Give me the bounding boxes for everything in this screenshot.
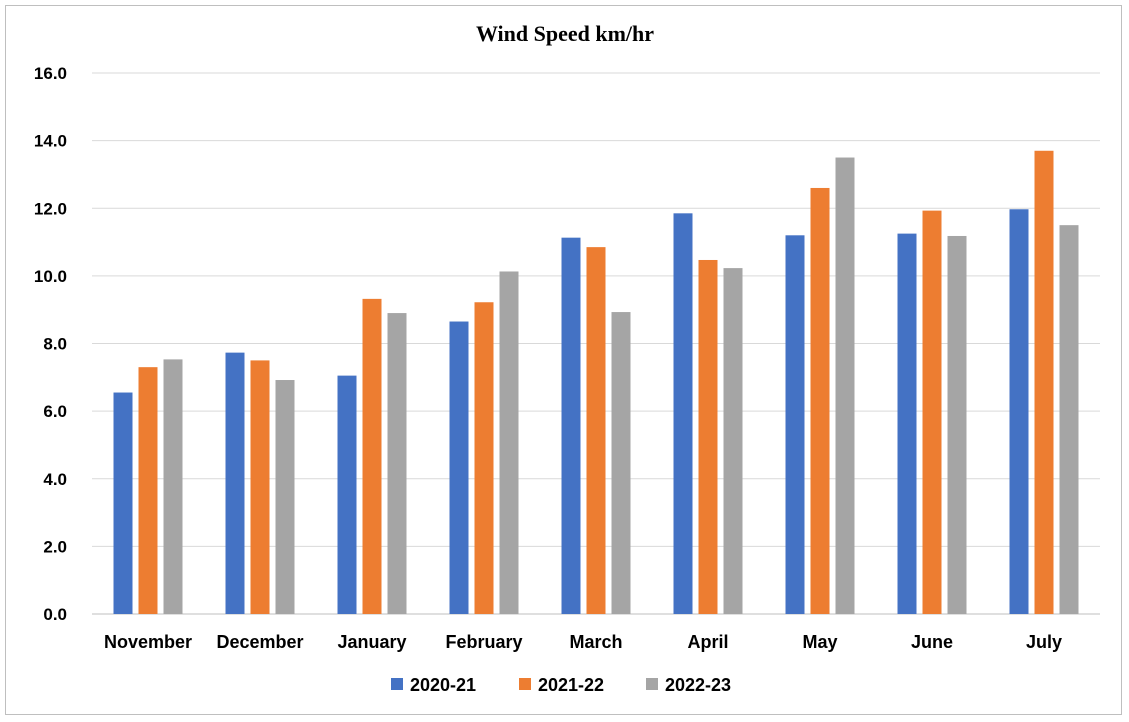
bars [113, 150, 1079, 615]
bar-2022-23-April [723, 268, 743, 614]
legend-swatch [646, 678, 658, 690]
y-tick-label: 14.0 [34, 132, 67, 151]
bar-2021-22-November [138, 367, 158, 614]
x-tick-label: December [216, 632, 303, 652]
bar-2022-23-March [611, 312, 631, 614]
bar-2020-21-January [337, 375, 357, 614]
bar-2020-21-June [897, 233, 917, 614]
bar-2020-21-December [225, 352, 245, 614]
bar-2022-23-May [835, 157, 855, 614]
bar-2022-23-June [947, 235, 967, 614]
bar-2020-21-July [1009, 209, 1029, 614]
bar-2021-22-June [922, 210, 942, 614]
y-tick-label: 10.0 [34, 267, 67, 286]
x-tick-label: March [569, 632, 622, 652]
x-tick-label: June [911, 632, 953, 652]
bar-2022-23-February [499, 271, 519, 614]
x-tick-label: July [1026, 632, 1062, 652]
y-axis-ticks: 0.0 2.0 4.0 6.0 8.0 10.0 12.0 14.0 16.0 [34, 64, 67, 624]
legend-label: 2022-23 [665, 675, 731, 695]
y-tick-label: 6.0 [43, 402, 67, 421]
bar-2021-22-April [698, 259, 718, 614]
bar-2021-22-January [362, 298, 382, 614]
bar-2022-23-December [275, 380, 295, 614]
bar-2020-21-April [673, 213, 693, 614]
y-tick-label: 8.0 [43, 335, 67, 354]
bar-2020-21-May [785, 235, 805, 615]
x-tick-label: May [802, 632, 837, 652]
x-tick-label: April [687, 632, 728, 652]
x-tick-label: February [445, 632, 522, 652]
y-tick-label: 4.0 [43, 470, 67, 489]
bar-2021-22-December [250, 360, 270, 614]
bar-2022-23-July [1059, 225, 1079, 614]
legend-label: 2020-21 [410, 675, 476, 695]
legend-swatch [391, 678, 403, 690]
bar-2022-23-January [387, 313, 407, 614]
y-tick-label: 12.0 [34, 199, 67, 218]
bar-2021-22-July [1034, 150, 1054, 615]
y-tick-label: 16.0 [34, 64, 67, 83]
bar-2022-23-November [163, 359, 183, 614]
x-tick-label: January [337, 632, 406, 652]
legend-label: 2021-22 [538, 675, 604, 695]
legend-swatch [519, 678, 531, 690]
x-axis-ticks: November December January February March Apri… [104, 632, 1062, 652]
y-tick-label: 2.0 [43, 537, 67, 556]
bar-2021-22-February [474, 302, 494, 614]
bar-2020-21-March [561, 237, 581, 614]
chart-title: Wind Speed km/hr [476, 21, 654, 46]
legend: 2020-21 2021-22 2022-23 [391, 675, 731, 695]
x-tick-label: November [104, 632, 192, 652]
bar-2021-22-March [586, 247, 606, 614]
bar-2020-21-February [449, 321, 469, 614]
bar-2021-22-May [810, 187, 830, 614]
bar-2020-21-November [113, 392, 133, 614]
y-tick-label: 0.0 [43, 605, 67, 624]
